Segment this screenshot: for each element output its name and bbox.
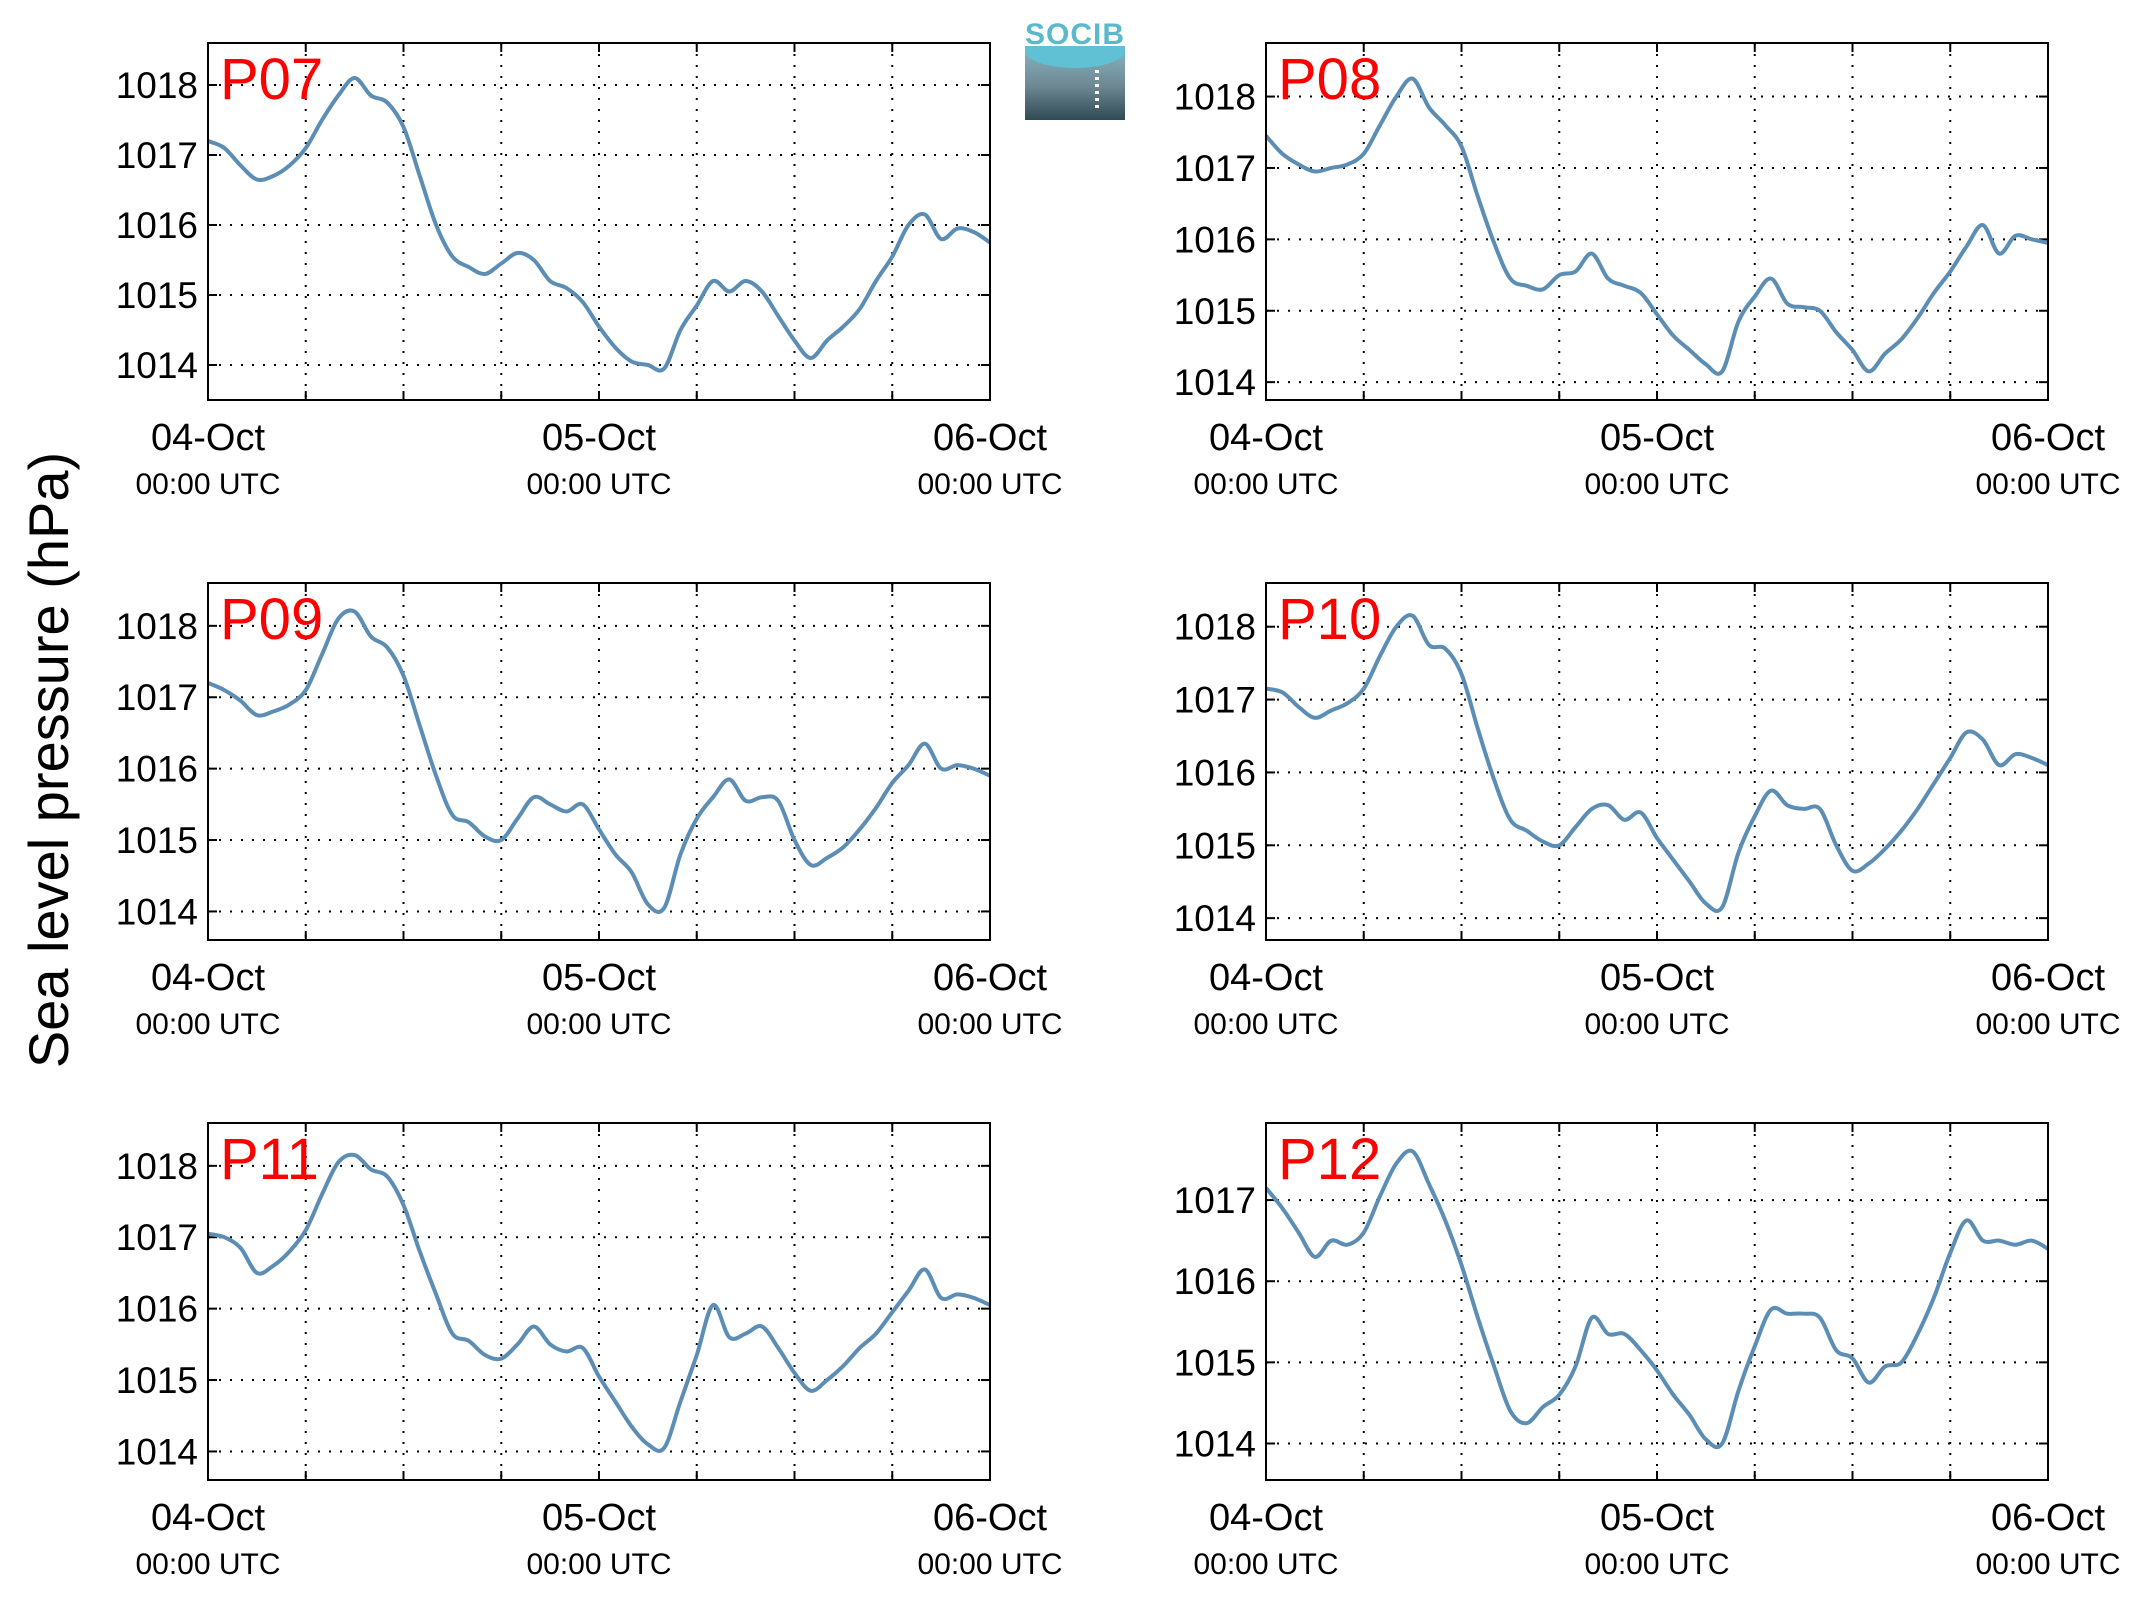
panel-p09: 1014 1015 1016 1017 1018 04-Oct 00:00 UTC 05-Oc… [116,582,1063,1041]
socib-logo: SOCIB [1025,18,1125,120]
y-tick-label: 1018 [116,65,198,106]
y-tick-label: 1017 [1174,148,1256,189]
y-tick-label: 1017 [116,677,198,718]
logo-wave [1025,46,1125,68]
x-tick-sublabel: 00:00 UTC [526,1548,671,1581]
x-tick-label: 05-Oct [1600,1497,1714,1539]
x-tick-label: 05-Oct [542,1497,656,1539]
x-tick-label: 05-Oct [1600,957,1714,999]
y-tick-label: 1015 [116,1360,198,1401]
panel-p08: 1014 1015 1016 1017 1018 04-Oct 00:00 UTC 05-Oc… [1174,42,2121,501]
series-line [208,1152,990,1453]
panel-p07: 1014 1015 1016 1017 1018 04-Oct 00:00 UTC 05-Oc… [116,42,1063,501]
y-tick-label: 1014 [116,1431,198,1472]
x-tick-sublabel: 00:00 UTC [1584,1548,1729,1581]
x-tick-sublabel: 00:00 UTC [526,1008,671,1041]
x-tick-sublabel: 00:00 UTC [1975,468,2120,501]
panel-label: P08 [1278,47,1381,112]
series-line [1266,76,2048,376]
x-tick-label: 06-Oct [933,1497,1047,1539]
x-tick-sublabel: 00:00 UTC [1584,1008,1729,1041]
x-tick-label: 04-Oct [1209,417,1323,459]
y-tick-label: 1015 [1174,825,1256,866]
logo-marker [1095,70,1099,110]
x-tick-label: 05-Oct [1600,417,1714,459]
y-tick-label: 1015 [116,820,198,861]
series-line [1266,1148,2048,1450]
y-tick-label: 1017 [1174,1180,1256,1221]
y-tick-label: 1014 [1174,1423,1256,1464]
y-tick-label: 1014 [116,345,198,386]
y-tick-label: 1016 [1174,752,1256,793]
series-line [208,608,990,914]
x-tick-sublabel: 00:00 UTC [526,468,671,501]
series-line [1266,613,2048,913]
y-tick-label: 1015 [116,275,198,316]
y-tick-label: 1018 [116,606,198,647]
series-line [208,76,990,373]
x-tick-sublabel: 00:00 UTC [135,1008,280,1041]
x-tick-label: 06-Oct [1991,957,2105,999]
x-tick-sublabel: 00:00 UTC [917,1548,1062,1581]
x-tick-sublabel: 00:00 UTC [1975,1548,2120,1581]
x-tick-label: 04-Oct [151,1497,265,1539]
axes-frame [207,582,991,941]
y-tick-label: 1014 [116,891,198,932]
x-tick-label: 04-Oct [1209,1497,1323,1539]
x-tick-label: 05-Oct [542,957,656,999]
x-tick-label: 05-Oct [542,417,656,459]
axes-frame [207,42,991,401]
x-tick-label: 04-Oct [151,957,265,999]
x-tick-sublabel: 00:00 UTC [135,1548,280,1581]
x-tick-sublabel: 00:00 UTC [1193,468,1338,501]
x-tick-label: 06-Oct [933,417,1047,459]
x-tick-sublabel: 00:00 UTC [1584,468,1729,501]
y-tick-label: 1016 [116,1289,198,1330]
x-tick-sublabel: 00:00 UTC [135,468,280,501]
x-tick-label: 06-Oct [1991,417,2105,459]
y-tick-label: 1015 [1174,291,1256,332]
x-tick-sublabel: 00:00 UTC [1193,1548,1338,1581]
y-tick-label: 1017 [116,1217,198,1258]
y-tick-label: 1016 [1174,1261,1256,1302]
panels: 1014 1015 1016 1017 1018 04-Oct 00:00 UTC 05-Oc… [116,42,2121,1581]
x-tick-label: 04-Oct [151,417,265,459]
panel-label: P09 [220,587,323,652]
axes-frame [1265,42,2049,401]
y-tick-label: 1017 [1174,680,1256,721]
x-tick-label: 06-Oct [1991,1497,2105,1539]
x-tick-label: 04-Oct [1209,957,1323,999]
y-tick-label: 1017 [116,135,198,176]
axes-frame [207,1122,991,1481]
y-tick-label: 1014 [1174,362,1256,403]
y-tick-label: 1018 [1174,77,1256,118]
y-tick-label: 1016 [116,205,198,246]
axes-frame [1265,1122,2049,1481]
y-tick-label: 1018 [116,1146,198,1187]
y-tick-label: 1014 [1174,898,1256,939]
logo-text: SOCIB [1025,18,1126,51]
panel-p11: 1014 1015 1016 1017 1018 04-Oct 00:00 UTC 05-Oc… [116,1122,1063,1581]
x-tick-sublabel: 00:00 UTC [1975,1008,2120,1041]
y-tick-label: 1016 [1174,219,1256,260]
y-axis-label: Sea level pressure (hPa) [17,452,80,1068]
axes-frame [1265,582,2049,941]
panel-p10: 1014 1015 1016 1017 1018 04-Oct 00:00 UTC 05-Oc… [1174,582,2121,1041]
x-tick-sublabel: 00:00 UTC [1193,1008,1338,1041]
x-tick-sublabel: 00:00 UTC [917,1008,1062,1041]
panel-p12: 1014 1015 1016 1017 04-Oct 00:00 UTC 05-Oct 00:… [1174,1122,2121,1581]
panel-label: P10 [1278,587,1381,652]
panel-label: P12 [1278,1127,1381,1192]
y-tick-label: 1016 [116,749,198,790]
x-tick-sublabel: 00:00 UTC [917,468,1062,501]
y-tick-label: 1015 [1174,1342,1256,1383]
panel-label: P07 [220,47,323,112]
y-tick-label: 1018 [1174,607,1256,648]
panel-label: P11 [220,1127,319,1192]
x-tick-label: 06-Oct [933,957,1047,999]
